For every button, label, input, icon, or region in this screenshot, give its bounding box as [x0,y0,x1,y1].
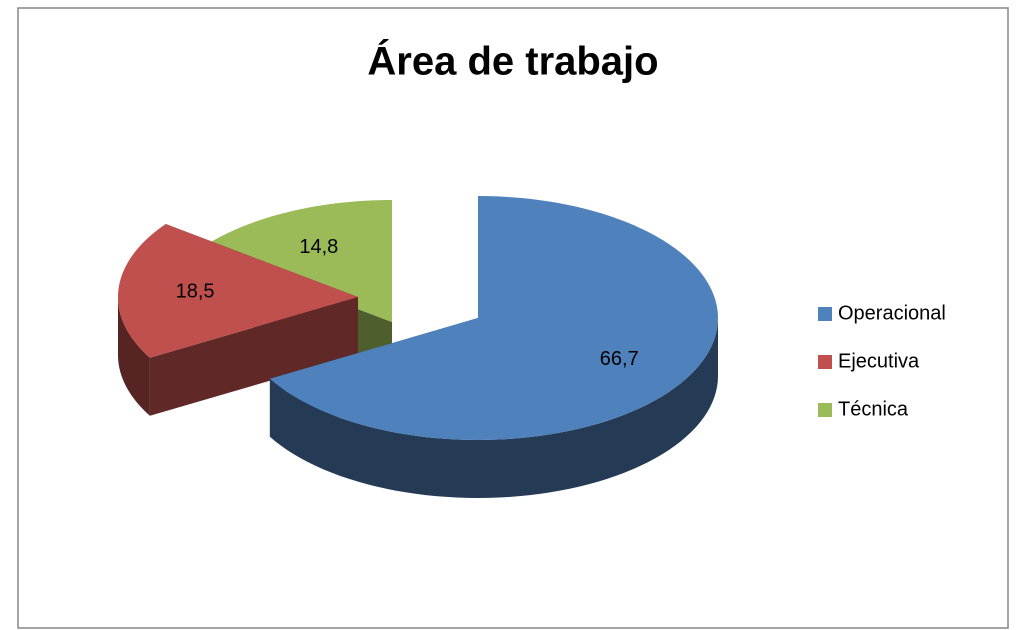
data-label: 18,5 [176,280,215,302]
slice-top [118,224,358,358]
legend-swatch [818,355,832,369]
legend-label: Ejecutiva [838,350,920,372]
data-label: 14,8 [299,236,338,258]
slice-top [199,200,392,322]
slice-top [269,196,718,440]
legend-swatch [818,403,832,417]
legend-label: Técnica [838,398,909,420]
chart-title: Área de trabajo [367,39,658,84]
legend-label: Operacional [838,302,946,324]
legend-swatch [818,307,832,321]
slice-side [269,318,718,498]
slice-side [118,297,150,416]
pie: 14,8 18,5 66,7 [118,196,718,498]
legend: Operacional Ejecutiva Técnica [818,302,946,420]
slice [118,224,358,416]
data-label: 66,7 [600,348,639,370]
slice [269,196,718,498]
